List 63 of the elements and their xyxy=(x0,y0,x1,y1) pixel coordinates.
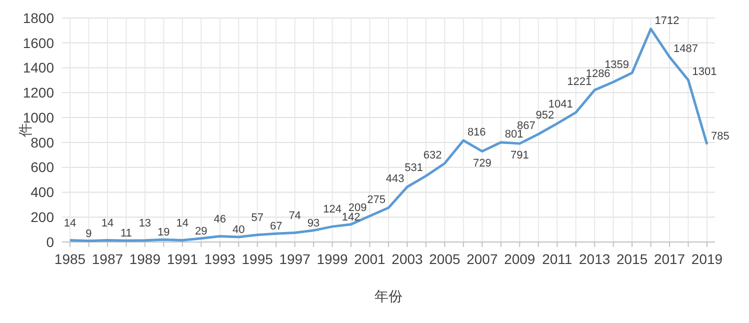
data-label: 46 xyxy=(214,213,226,226)
data-label: 40 xyxy=(232,224,245,236)
x-tick-label: 2013 xyxy=(579,251,610,267)
data-label: 1301 xyxy=(692,66,717,78)
data-label: 1712 xyxy=(654,14,680,27)
x-tick-label: 1999 xyxy=(316,251,348,267)
data-label: 443 xyxy=(386,172,404,185)
data-label: 785 xyxy=(711,130,730,142)
y-tick-label: 1200 xyxy=(22,84,54,101)
data-label: 13 xyxy=(138,217,152,230)
x-tick-label: 1997 xyxy=(279,251,311,267)
x-tick-label: 1993 xyxy=(204,251,236,267)
y-tick-label: 400 xyxy=(30,184,54,200)
x-tick-label: 2003 xyxy=(392,251,424,267)
x-tick-label: 2005 xyxy=(429,251,460,267)
y-tick-label: 1600 xyxy=(22,34,54,51)
data-label: 791 xyxy=(510,150,529,162)
data-label: 1041 xyxy=(548,98,573,110)
data-label: 9 xyxy=(86,228,92,240)
y-tick-label: 1400 xyxy=(22,60,54,76)
data-label: 1359 xyxy=(604,58,630,71)
data-label: 67 xyxy=(270,220,282,233)
x-tick-label: 1995 xyxy=(242,251,274,267)
y-tick-label: 1800 xyxy=(22,10,54,26)
data-label: 14 xyxy=(176,217,189,230)
y-tick-label: 800 xyxy=(30,134,54,150)
data-label: 19 xyxy=(158,226,170,239)
y-tick-label: 1000 xyxy=(22,109,54,126)
x-tick-label: 1989 xyxy=(129,251,161,267)
x-tick-label: 1991 xyxy=(166,251,198,267)
data-label: 1221 xyxy=(567,76,592,88)
data-label: 816 xyxy=(467,126,486,138)
data-label: 531 xyxy=(404,162,423,174)
data-label: 275 xyxy=(367,194,386,206)
data-label: 14 xyxy=(64,217,76,230)
data-label: 142 xyxy=(342,211,360,224)
data-label: 124 xyxy=(323,204,342,216)
x-tick-label: 2009 xyxy=(504,251,536,267)
y-tick-label: 0 xyxy=(46,234,54,250)
x-tick-label: 2001 xyxy=(354,251,386,267)
x-tick-label: 2011 xyxy=(542,251,572,267)
x-tick-label: 2017 xyxy=(654,251,686,267)
y-tick-label: 600 xyxy=(30,159,54,176)
data-label: 57 xyxy=(251,212,264,224)
data-label: 632 xyxy=(423,149,442,162)
x-tick-label: 2015 xyxy=(616,251,648,267)
data-label: 952 xyxy=(536,110,554,122)
x-axis-title: 年份 xyxy=(374,288,402,304)
y-tick-label: 200 xyxy=(30,209,54,226)
data-label: 209 xyxy=(348,202,367,214)
data-label: 74 xyxy=(288,210,301,222)
data-label: 1487 xyxy=(674,42,698,55)
data-label: 729 xyxy=(472,157,492,170)
x-tick-label: 2019 xyxy=(691,251,723,267)
data-label: 801 xyxy=(504,128,524,140)
x-tick-label: 1985 xyxy=(54,251,86,267)
data-label: 11 xyxy=(120,228,132,240)
x-tick-label: 1987 xyxy=(92,251,124,267)
data-label: 29 xyxy=(195,225,208,238)
x-tick-label: 2007 xyxy=(466,251,498,267)
y-axis-title: 件 xyxy=(17,123,33,137)
data-label: 14 xyxy=(101,217,114,230)
data-label: 93 xyxy=(307,217,320,230)
